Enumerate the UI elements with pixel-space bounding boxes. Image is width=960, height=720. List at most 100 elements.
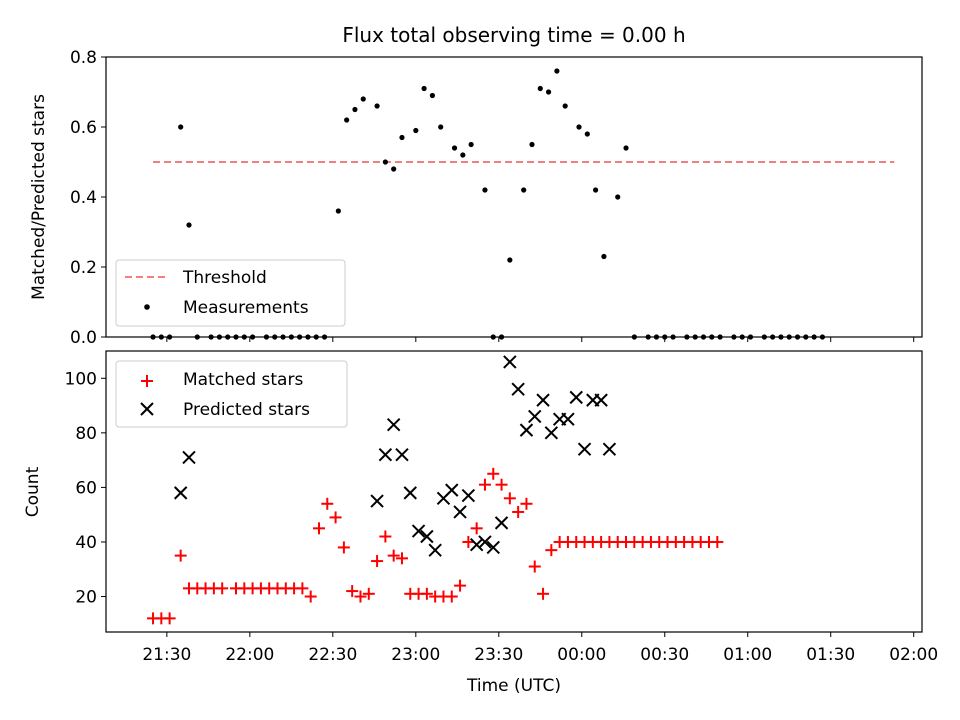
matched-star-point [462, 535, 475, 548]
measurement-point [460, 152, 466, 158]
measurement-point [429, 92, 435, 99]
bottom-y-tick-label: 40 [75, 533, 97, 553]
bottom-y-tick-label: 100 [65, 369, 97, 389]
matched-star-point [379, 530, 392, 543]
measurement-point [352, 106, 358, 113]
top-x-ticks [166, 337, 915, 342]
bottom-x-tick-label: 21:30 [142, 645, 191, 665]
matched-star-point [478, 478, 491, 491]
measurement-point [562, 103, 568, 109]
measurement-point [335, 208, 341, 214]
measurement-point [615, 194, 621, 200]
predicted-star-point [182, 450, 196, 465]
measurement-point [623, 145, 629, 151]
bottom-legend-box [115, 360, 348, 428]
bottom-axes-frame [105, 350, 923, 633]
threshold-legend-label: Threshold [182, 268, 267, 288]
predicted-star-point [428, 543, 442, 557]
bottom-x-tick-label: 23:30 [474, 645, 523, 665]
matched-star-point [312, 522, 325, 535]
bottom-y-tick-label: 80 [75, 424, 97, 444]
matched-star-point [487, 467, 500, 480]
measurement-point [399, 134, 405, 141]
top-y-tick-label: 0.0 [70, 328, 97, 348]
bottom-x-tick-label: 00:00 [557, 645, 606, 665]
measurement-point [374, 103, 380, 109]
measurement-point [601, 253, 607, 260]
predicted-star-point [395, 447, 409, 462]
measurement-point [468, 141, 474, 148]
matched-legend-marker [141, 375, 153, 387]
bottom-y-tick-label: 60 [75, 478, 97, 498]
bottom-y-ticks: 20 40 60 80 100 [65, 369, 106, 608]
predicted-star-point [569, 390, 583, 405]
figure-title: Flux total observing time = 0.00 h [342, 23, 685, 47]
matched-star-point [387, 549, 400, 562]
bottom-panel: 20 40 60 80 100 21:30 22:00 22:30 23:00 23:30 00:… [23, 350, 938, 696]
predicted-star-point [478, 535, 492, 549]
matched-star-point [304, 590, 317, 603]
matched-star-point [216, 582, 229, 595]
matched-star-point [495, 478, 508, 491]
matched-star-point [420, 587, 433, 600]
bottom-x-tick-label: 00:30 [640, 645, 689, 665]
matched-star-point [354, 590, 367, 603]
measurement-point [593, 187, 599, 193]
matched-star-point [163, 612, 176, 625]
bottom-x-tick-label: 01:00 [723, 645, 772, 665]
measurement-point [178, 124, 184, 130]
predicted-star-point [453, 505, 467, 519]
matched-star-point [454, 579, 467, 592]
bottom-x-tick-label: 23:00 [391, 645, 440, 665]
measurement-point [584, 131, 590, 137]
predicted-star-point [461, 488, 476, 503]
matched-star-point [503, 492, 516, 505]
bottom-legend: Matched stars Predicted stars [115, 360, 348, 428]
predicted-star-point [445, 483, 459, 497]
measurement-point [344, 117, 350, 123]
predicted-star-point [544, 426, 559, 440]
predicted-star-point [561, 412, 575, 426]
bottom-x-tick-label: 22:00 [225, 645, 274, 665]
predicted-star-point [173, 486, 188, 500]
measurement-point [545, 89, 552, 95]
measurement-point [413, 127, 419, 134]
measurement-point [537, 85, 543, 92]
bottom-y-tick-label: 20 [75, 588, 97, 608]
matched-legend-label: Matched stars [183, 370, 303, 390]
matched-star-point [512, 505, 525, 518]
matched-star-point [337, 541, 350, 554]
matched-star-point [445, 590, 458, 603]
measurement-point [360, 96, 366, 102]
matched-star-point [537, 587, 550, 600]
bottom-x-ticks: 21:30 22:00 22:30 23:00 23:30 00:00 00:30 01:00… [142, 632, 938, 665]
predicted-star-point [602, 442, 617, 456]
measurement-point [438, 124, 444, 130]
measurement-point [482, 187, 488, 193]
measurements-legend-label: Measurements [183, 298, 309, 318]
measurement-point [576, 124, 582, 130]
predicted-star-point [594, 393, 608, 407]
measurement-point [186, 222, 192, 228]
measurement-point [507, 257, 513, 263]
bottom-x-tick-label: 01:30 [806, 645, 855, 665]
matched-star-point [174, 549, 187, 562]
matched-star-point [296, 582, 309, 595]
predicted-star-point [503, 355, 517, 369]
measurement-point [391, 166, 397, 172]
bottom-x-tick-label: 22:30 [308, 645, 357, 665]
predicted-star-point [403, 486, 417, 500]
predicted-star-point [420, 529, 434, 544]
predicted-star-point [494, 516, 509, 530]
matched-star-point [470, 522, 483, 535]
measurements-legend-marker [144, 304, 150, 310]
measurement-point [529, 141, 535, 148]
top-legend-box [115, 259, 346, 327]
top-y-tick-label: 0.8 [70, 48, 97, 68]
measurement-point [451, 145, 458, 151]
matched-star-point [329, 511, 342, 524]
matched-star-point [395, 552, 408, 565]
matched-star-point [711, 535, 724, 548]
predicted-star-point [386, 417, 401, 432]
matched-star-point [520, 497, 533, 510]
